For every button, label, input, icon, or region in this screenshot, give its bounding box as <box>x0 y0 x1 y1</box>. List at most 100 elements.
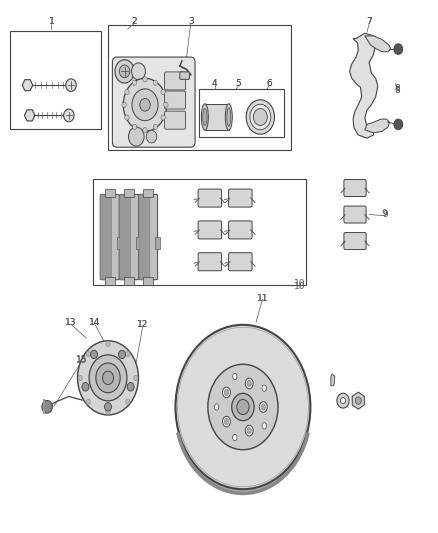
Circle shape <box>96 363 120 393</box>
Circle shape <box>102 371 113 384</box>
FancyBboxPatch shape <box>344 180 366 197</box>
Circle shape <box>64 109 74 122</box>
Bar <box>108 25 291 150</box>
Text: 9: 9 <box>381 209 387 218</box>
Ellipse shape <box>259 402 267 413</box>
Text: 7: 7 <box>366 17 372 26</box>
FancyBboxPatch shape <box>113 57 195 147</box>
FancyBboxPatch shape <box>165 111 185 129</box>
Circle shape <box>86 399 91 405</box>
Circle shape <box>66 79 76 92</box>
FancyBboxPatch shape <box>229 253 252 271</box>
Circle shape <box>119 350 125 359</box>
Ellipse shape <box>250 104 271 130</box>
Ellipse shape <box>262 385 266 391</box>
Bar <box>124 277 134 285</box>
Text: 6: 6 <box>266 79 272 88</box>
Circle shape <box>132 124 137 130</box>
Circle shape <box>146 130 157 143</box>
FancyBboxPatch shape <box>165 91 185 109</box>
Text: 1: 1 <box>49 17 54 26</box>
Text: 7: 7 <box>366 17 372 26</box>
Ellipse shape <box>225 104 232 130</box>
Bar <box>124 189 134 197</box>
Ellipse shape <box>245 425 253 436</box>
Text: 3: 3 <box>188 17 194 26</box>
Text: 2: 2 <box>131 17 137 26</box>
Ellipse shape <box>261 404 265 410</box>
FancyBboxPatch shape <box>344 206 366 223</box>
Text: 5: 5 <box>236 79 241 88</box>
FancyBboxPatch shape <box>139 195 150 279</box>
Circle shape <box>119 65 130 78</box>
Circle shape <box>143 127 147 133</box>
Bar <box>199 89 284 136</box>
Bar <box>105 189 115 197</box>
FancyBboxPatch shape <box>101 195 111 279</box>
FancyBboxPatch shape <box>119 195 138 280</box>
Circle shape <box>161 115 165 120</box>
Text: 9: 9 <box>382 210 388 219</box>
Circle shape <box>143 77 147 82</box>
Text: 11: 11 <box>257 294 268 303</box>
Text: 10: 10 <box>294 279 305 288</box>
Circle shape <box>125 115 129 120</box>
Text: 8: 8 <box>395 84 400 93</box>
FancyBboxPatch shape <box>198 253 222 271</box>
Text: 4: 4 <box>212 79 217 88</box>
Ellipse shape <box>337 393 349 408</box>
Circle shape <box>122 102 126 108</box>
Circle shape <box>86 351 91 357</box>
Bar <box>143 277 153 285</box>
Ellipse shape <box>224 389 229 395</box>
FancyBboxPatch shape <box>344 232 366 249</box>
Ellipse shape <box>176 329 311 494</box>
Ellipse shape <box>247 427 251 434</box>
Bar <box>143 189 153 197</box>
Circle shape <box>208 364 278 450</box>
Ellipse shape <box>224 418 229 425</box>
Bar <box>205 104 229 130</box>
Text: 12: 12 <box>137 320 148 329</box>
Circle shape <box>126 351 130 357</box>
Circle shape <box>125 90 129 95</box>
Text: 3: 3 <box>188 17 194 26</box>
Circle shape <box>237 400 249 415</box>
Bar <box>105 277 115 285</box>
Bar <box>10 30 102 128</box>
Ellipse shape <box>233 434 237 441</box>
Text: 10: 10 <box>294 282 305 291</box>
Ellipse shape <box>203 108 207 126</box>
Text: 14: 14 <box>89 318 101 327</box>
FancyBboxPatch shape <box>229 221 252 239</box>
Circle shape <box>131 63 145 80</box>
Ellipse shape <box>201 104 208 130</box>
Circle shape <box>78 375 82 381</box>
Circle shape <box>106 341 110 346</box>
Text: 13: 13 <box>65 318 77 327</box>
Circle shape <box>123 78 167 131</box>
Circle shape <box>355 397 361 405</box>
Text: 1: 1 <box>49 17 54 26</box>
Text: 6: 6 <box>266 79 272 88</box>
Ellipse shape <box>227 108 231 126</box>
Circle shape <box>42 400 52 413</box>
FancyBboxPatch shape <box>100 195 119 280</box>
Polygon shape <box>352 392 364 409</box>
Circle shape <box>128 127 144 146</box>
FancyBboxPatch shape <box>120 195 131 279</box>
Bar <box>136 237 141 249</box>
Text: 12: 12 <box>137 320 148 329</box>
Circle shape <box>106 409 110 415</box>
Circle shape <box>394 119 403 130</box>
Text: 14: 14 <box>89 318 101 327</box>
Text: 15: 15 <box>76 357 88 366</box>
Circle shape <box>153 124 158 130</box>
Ellipse shape <box>245 378 253 389</box>
Circle shape <box>153 80 158 85</box>
Polygon shape <box>350 33 378 138</box>
Circle shape <box>394 44 403 54</box>
Ellipse shape <box>247 380 251 386</box>
Circle shape <box>132 80 137 85</box>
Circle shape <box>105 402 112 411</box>
